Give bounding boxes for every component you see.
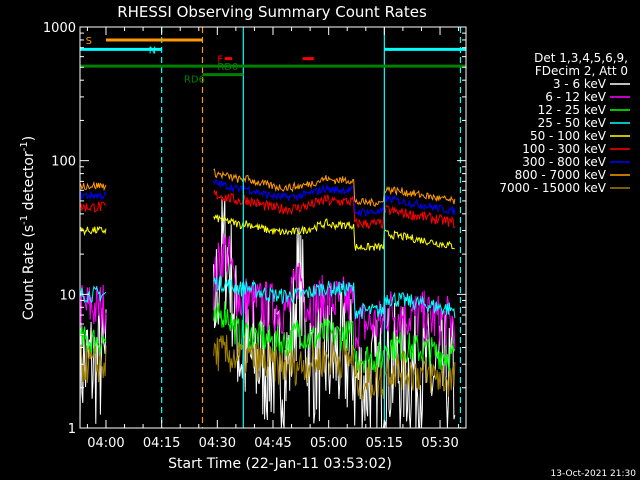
legend-label-3: 12 - 25 keV — [538, 103, 607, 117]
legend-label-7: 300 - 800 keV — [522, 155, 606, 169]
legend-header-2: FDecim 2, Att 0 — [535, 64, 628, 78]
y-tick-label: 100 — [51, 155, 76, 170]
legend-label-8: 800 - 7000 keV — [515, 168, 607, 182]
footer-date: 13-Oct-2021 21:30 — [551, 469, 637, 479]
x-tick-label: 05:15 — [366, 436, 403, 451]
x-tick-label: 04:45 — [254, 436, 291, 451]
y-tick-label: 10 — [59, 288, 76, 303]
legend-label-2: 6 - 12 keV — [545, 90, 607, 104]
flag-label-4: F — [217, 55, 223, 66]
plot-frame: 1 10 100 1000 04:00 04:15 04:30 04:45 05:00 05:15… — [43, 21, 467, 451]
series-line-5 — [79, 225, 107, 237]
flag-label-1: S — [86, 36, 92, 47]
series-line-4 — [213, 275, 456, 320]
series-line-5 — [213, 214, 455, 251]
series-line-9 — [79, 344, 107, 383]
series-line-3 — [79, 325, 107, 356]
legend-label-5: 50 - 100 keV — [530, 129, 607, 143]
series-line-8 — [213, 168, 456, 207]
series-line-9 — [213, 334, 456, 401]
y-tick-label: 1 — [68, 422, 76, 437]
x-tick-label: 05:30 — [421, 436, 458, 451]
series-line-7 — [213, 179, 456, 217]
flag-label-6: RD0 — [217, 62, 238, 73]
legend-header-1: Det 1,3,4,5,6,9, — [534, 51, 628, 65]
x-tick-label: 04:30 — [199, 436, 236, 451]
series-line-2 — [213, 233, 456, 350]
x-tick-label: 04:00 — [87, 436, 124, 451]
series-line-3 — [213, 301, 456, 374]
x-tick-label: 04:15 — [143, 436, 180, 451]
x-tick-label: 05:00 — [310, 436, 347, 451]
x-axis-label: Start Time (22-Jan-11 03:53:02) — [168, 456, 392, 472]
legend-label-4: 25 - 50 keV — [538, 116, 607, 130]
series-line-8 — [79, 180, 107, 192]
legend: Det 1,3,4,5,6,9,FDecim 2, Att 03 - 6 keV… — [499, 51, 630, 195]
series-line-7 — [79, 190, 107, 201]
legend-label-1: 3 - 6 keV — [553, 77, 607, 91]
chart-title: RHESSI Observing Summary Count Rates — [117, 3, 427, 21]
y-axis-label: Count Rate (s-1 detector-1) — [19, 136, 37, 320]
series-line-4 — [79, 285, 107, 304]
flag-label-7: RD6 — [184, 75, 205, 86]
series-line-6 — [213, 189, 456, 230]
series-line-6 — [79, 201, 106, 213]
legend-label-9: 7000 - 15000 keV — [499, 181, 606, 195]
flag-label-2: N — [149, 45, 156, 56]
y-tick-label: 1000 — [43, 21, 76, 36]
legend-label-6: 100 - 300 keV — [522, 142, 606, 156]
